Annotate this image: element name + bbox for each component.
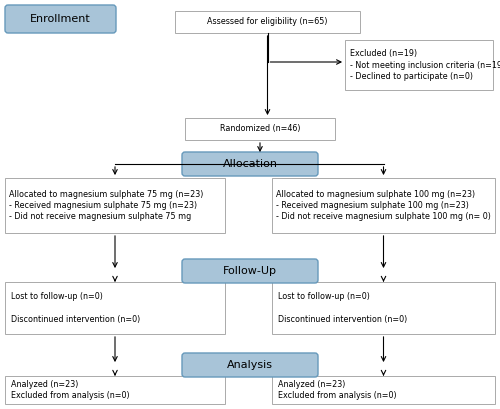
FancyBboxPatch shape (5, 5, 116, 33)
Text: Allocation: Allocation (222, 159, 278, 169)
FancyBboxPatch shape (182, 259, 318, 283)
FancyBboxPatch shape (272, 178, 495, 233)
FancyBboxPatch shape (345, 40, 493, 90)
Text: Lost to follow-up (n=0)

Discontinued intervention (n=0): Lost to follow-up (n=0) Discontinued int… (11, 292, 140, 324)
FancyBboxPatch shape (185, 118, 335, 140)
FancyBboxPatch shape (5, 376, 225, 404)
Text: Randomized (n=46): Randomized (n=46) (220, 124, 300, 133)
Text: Follow-Up: Follow-Up (223, 266, 277, 276)
FancyBboxPatch shape (175, 11, 360, 33)
FancyBboxPatch shape (5, 282, 225, 334)
Text: Assessed for eligibility (n=65): Assessed for eligibility (n=65) (208, 18, 328, 27)
Text: Lost to follow-up (n=0)

Discontinued intervention (n=0): Lost to follow-up (n=0) Discontinued int… (278, 292, 407, 324)
Text: Allocated to magnesium sulphate 100 mg (n=23)
- Received magnesium sulphate 100 : Allocated to magnesium sulphate 100 mg (… (276, 190, 491, 221)
FancyBboxPatch shape (5, 178, 225, 233)
FancyBboxPatch shape (272, 282, 495, 334)
Text: Analyzed (n=23)
Excluded from analysis (n=0): Analyzed (n=23) Excluded from analysis (… (278, 380, 396, 400)
FancyBboxPatch shape (182, 353, 318, 377)
Text: Analysis: Analysis (227, 360, 273, 370)
Text: Enrollment: Enrollment (30, 14, 91, 24)
Text: Excluded (n=19)
- Not meeting inclusion criteria (n=19)
- Declined to participat: Excluded (n=19) - Not meeting inclusion … (350, 49, 500, 81)
Text: Analyzed (n=23)
Excluded from analysis (n=0): Analyzed (n=23) Excluded from analysis (… (11, 380, 130, 400)
FancyBboxPatch shape (272, 376, 495, 404)
FancyBboxPatch shape (182, 152, 318, 176)
Text: Allocated to magnesium sulphate 75 mg (n=23)
- Received magnesium sulphate 75 mg: Allocated to magnesium sulphate 75 mg (n… (9, 190, 203, 221)
